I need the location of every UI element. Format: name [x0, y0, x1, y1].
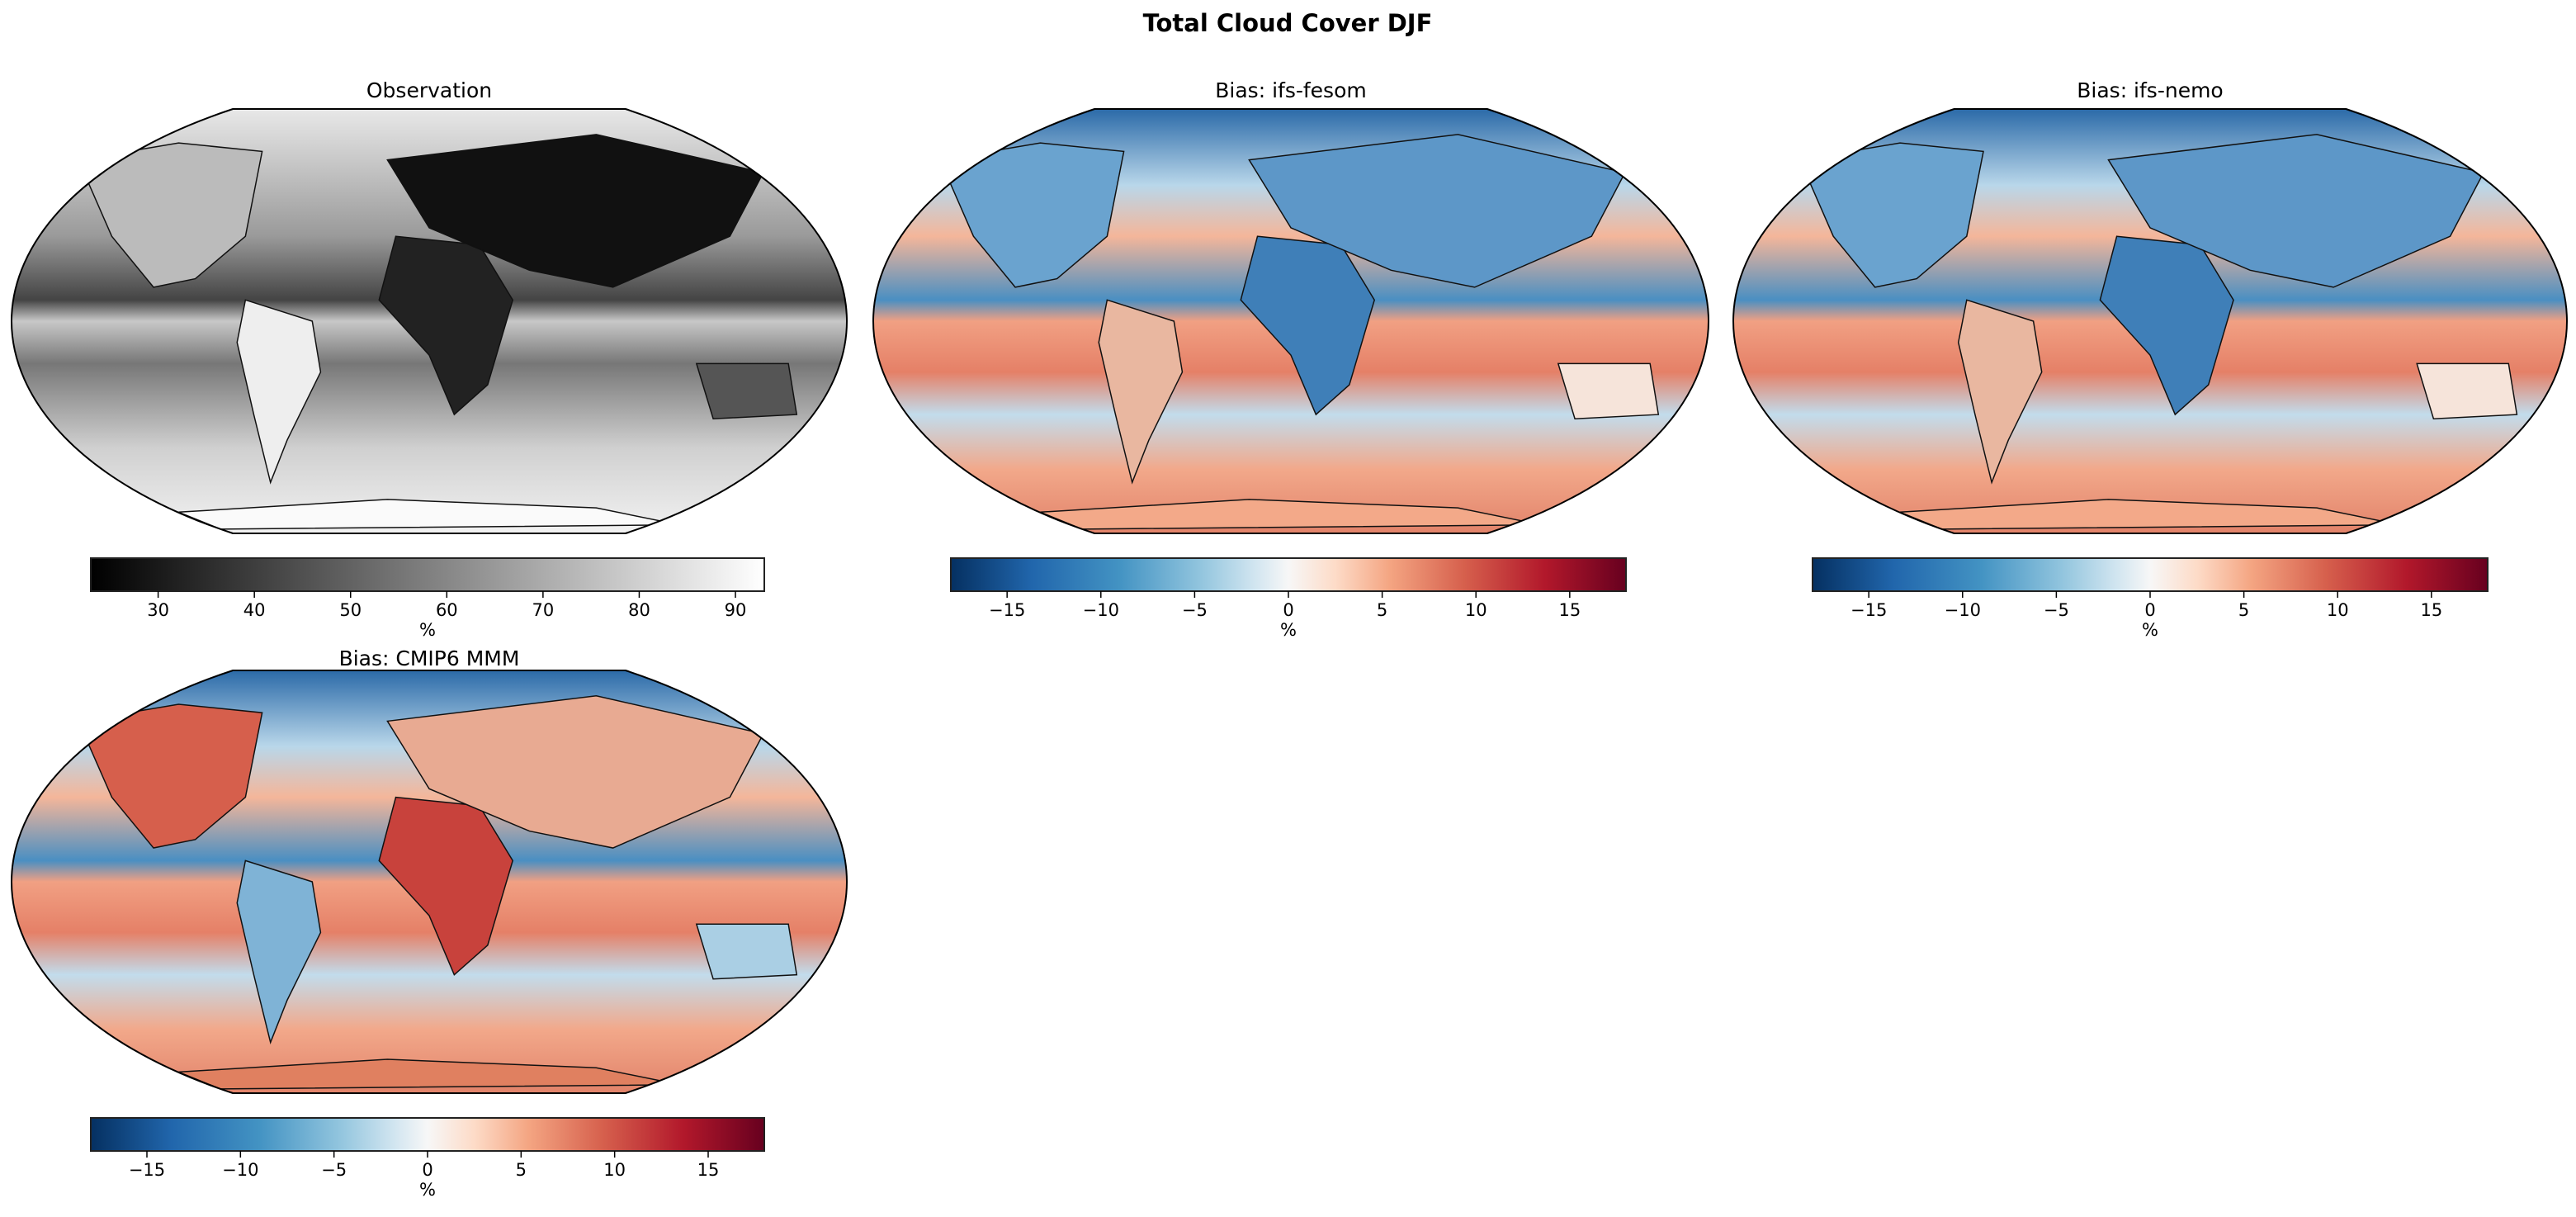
- map-boundary: [1732, 108, 2569, 534]
- colorbar-label: %: [419, 1180, 436, 1200]
- coastline: [938, 142, 1125, 288]
- colorbar-tick-label: 10: [1465, 600, 1487, 620]
- colorbar-tick-label: −15: [129, 1160, 165, 1180]
- colorbar-tick-label: −10: [1945, 600, 1981, 620]
- colorbar-tick-label: 90: [725, 600, 747, 620]
- colorbar-tick-label: 0: [1283, 600, 1293, 620]
- colorbar-tick-label: 0: [2144, 600, 2155, 620]
- map-field: [12, 109, 847, 533]
- colorbar-tick-label: 10: [603, 1160, 626, 1180]
- coastline: [386, 694, 764, 849]
- colorbar-tick-label: −5: [1182, 600, 1208, 620]
- colorbar-tick-label: 70: [532, 600, 555, 620]
- map-panel: Bias: ifs-nemo −15 −10 −5 0 5 10 15%: [1732, 78, 2569, 640]
- coastline: [236, 299, 322, 485]
- colorbar-tick-label: −15: [1850, 600, 1887, 620]
- coastline: [1248, 134, 1626, 288]
- panel-title: Bias: ifs-fesom: [1215, 78, 1366, 102]
- colorbar-tick-label: 15: [2420, 600, 2442, 620]
- colorbar-tick-label: −10: [222, 1160, 258, 1180]
- coastline: [1240, 235, 1376, 416]
- coastline: [1098, 299, 1184, 485]
- coastline: [1798, 142, 1984, 288]
- colorbar-tick-label: 5: [1377, 600, 1387, 620]
- figure-title: Total Cloud Cover DJF: [1143, 9, 1433, 37]
- colorbar-tick-label: −5: [321, 1160, 347, 1180]
- colorbar: [950, 557, 1627, 592]
- colorbar-tick-label: 60: [436, 600, 458, 620]
- panel-title: Observation: [366, 78, 492, 102]
- colorbar-label: %: [419, 620, 436, 640]
- map-panel: Bias: CMIP6 MMM −15 −10 −5 0 5 10 15%: [10, 646, 848, 1200]
- coastline: [378, 796, 514, 976]
- map-field: [1733, 109, 2567, 533]
- coastline: [1557, 362, 1660, 419]
- colorbar-tick-label: 10: [2327, 600, 2349, 620]
- colorbar-tick-label: 5: [2238, 600, 2249, 620]
- coastline: [236, 859, 322, 1045]
- colorbar-tick-label: 40: [243, 600, 266, 620]
- colorbar-tick-label: 30: [147, 600, 169, 620]
- colorbar-tick-label: −10: [1083, 600, 1119, 620]
- colorbar: [90, 1117, 765, 1152]
- coastline: [2107, 134, 2485, 288]
- map-boundary: [10, 108, 848, 534]
- colorbar: [90, 557, 765, 592]
- colorbar-tick-label: 15: [1558, 600, 1581, 620]
- colorbar-tick-label: −15: [989, 600, 1025, 620]
- map-field: [873, 109, 1709, 533]
- colorbar: [1812, 557, 2489, 592]
- colorbar-tick-label: 15: [697, 1160, 720, 1180]
- colorbar-tick-label: −5: [2044, 600, 2069, 620]
- coastline: [386, 134, 764, 288]
- map-field: [12, 670, 847, 1093]
- coastline: [77, 703, 263, 849]
- coastline: [2099, 235, 2234, 416]
- colorbar-label: %: [1280, 620, 1297, 640]
- coastline: [2416, 362, 2518, 419]
- colorbar-tick-label: 0: [422, 1160, 432, 1180]
- map-boundary: [10, 670, 848, 1094]
- map-panel: Observation 30 40 50 60 70 80 90%: [10, 78, 848, 640]
- coastline: [695, 362, 798, 419]
- colorbar-tick-label: 5: [516, 1160, 527, 1180]
- colorbar-tick-label: 80: [628, 600, 650, 620]
- colorbar-tick-label: 50: [339, 600, 362, 620]
- map-boundary: [872, 108, 1710, 534]
- coastline: [695, 923, 798, 980]
- coastline: [378, 235, 514, 416]
- panel-title: Bias: ifs-nemo: [2077, 78, 2223, 102]
- coastline: [77, 142, 263, 288]
- map-panel: Bias: ifs-fesom −15 −10 −5 0 5 10 15%: [872, 78, 1710, 640]
- colorbar-label: %: [2142, 620, 2158, 640]
- coastline: [1957, 299, 2043, 485]
- panel-title: Bias: CMIP6 MMM: [339, 646, 520, 670]
